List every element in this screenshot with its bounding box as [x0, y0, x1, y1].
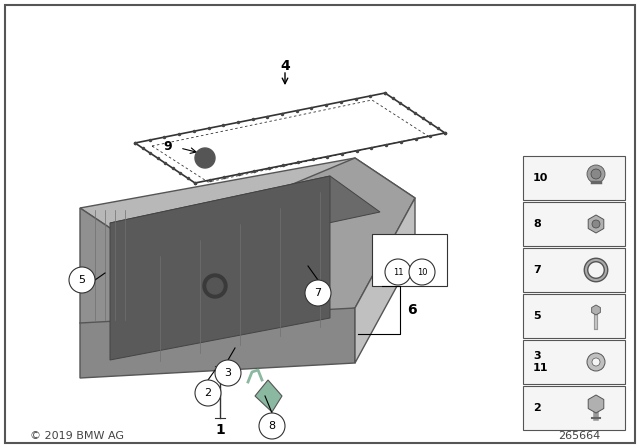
Circle shape [587, 165, 605, 183]
Polygon shape [80, 208, 140, 363]
Bar [372, 234, 447, 286]
Circle shape [587, 353, 605, 371]
Text: 7: 7 [533, 265, 541, 275]
Text: 7: 7 [314, 288, 321, 298]
Text: 2: 2 [204, 388, 212, 398]
Circle shape [69, 267, 95, 293]
Text: © 2019 BMW AG: © 2019 BMW AG [30, 431, 124, 441]
Text: 3: 3 [225, 368, 232, 378]
Polygon shape [588, 395, 604, 413]
Polygon shape [591, 305, 600, 315]
Bar [523, 294, 625, 338]
Polygon shape [160, 186, 330, 244]
Polygon shape [140, 158, 415, 363]
Circle shape [207, 278, 223, 294]
Circle shape [409, 259, 435, 285]
Polygon shape [255, 380, 282, 412]
Bar [523, 156, 625, 200]
Text: 5: 5 [79, 275, 86, 285]
Text: 3
11: 3 11 [533, 351, 548, 373]
Circle shape [195, 148, 215, 168]
Bar [523, 248, 625, 292]
Text: 4: 4 [280, 59, 290, 73]
Text: 8: 8 [533, 219, 541, 229]
Text: 5: 5 [533, 311, 541, 321]
Text: 265664: 265664 [557, 431, 600, 441]
Bar [523, 386, 625, 430]
Bar [523, 202, 625, 246]
Text: 2: 2 [533, 403, 541, 413]
Circle shape [195, 380, 221, 406]
Bar [523, 340, 625, 384]
Polygon shape [110, 176, 330, 360]
Polygon shape [355, 198, 415, 363]
Text: 8: 8 [268, 421, 276, 431]
Polygon shape [80, 158, 415, 248]
Circle shape [305, 280, 331, 306]
Circle shape [591, 169, 601, 179]
Circle shape [592, 358, 600, 366]
Polygon shape [80, 308, 355, 378]
Text: 10: 10 [533, 173, 548, 183]
Text: 6: 6 [407, 303, 417, 317]
Text: 11: 11 [393, 267, 403, 276]
Circle shape [592, 220, 600, 228]
Polygon shape [110, 176, 380, 259]
Circle shape [203, 274, 227, 298]
Polygon shape [588, 215, 604, 233]
Circle shape [259, 413, 285, 439]
Text: 9: 9 [164, 139, 172, 152]
Circle shape [385, 259, 411, 285]
Text: 10: 10 [417, 267, 428, 276]
Text: 1: 1 [215, 423, 225, 437]
Circle shape [215, 360, 241, 386]
